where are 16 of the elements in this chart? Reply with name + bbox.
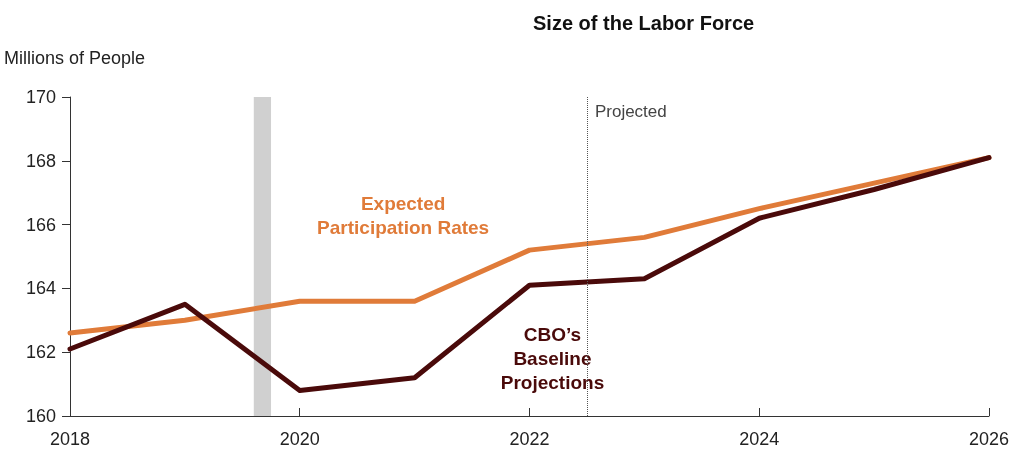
- y-tick-label: 162: [25, 342, 56, 363]
- y-tick-label: 170: [25, 87, 56, 107]
- y-tick-label: 168: [25, 150, 56, 171]
- x-tick-label: 2018: [49, 429, 91, 449]
- y-tick-label: 164: [25, 278, 56, 299]
- x-tick-label: 2020: [279, 429, 320, 449]
- y-tick-label: 166: [25, 214, 56, 235]
- y-tick-label: 160: [25, 406, 56, 426]
- series-label: Expected Participation Rates: [317, 192, 490, 238]
- x-tick-label: 2024: [739, 429, 780, 449]
- x-tick-label: 2022: [509, 429, 550, 449]
- chart-title: Size of the Labor Force: [533, 12, 755, 34]
- series-label: CBO’s Baseline Projections: [500, 324, 605, 394]
- ref-line-label: Projected: [594, 102, 667, 121]
- x-tick-label: 2026: [968, 429, 1009, 449]
- y-axis-title: Millions of People: [4, 48, 146, 68]
